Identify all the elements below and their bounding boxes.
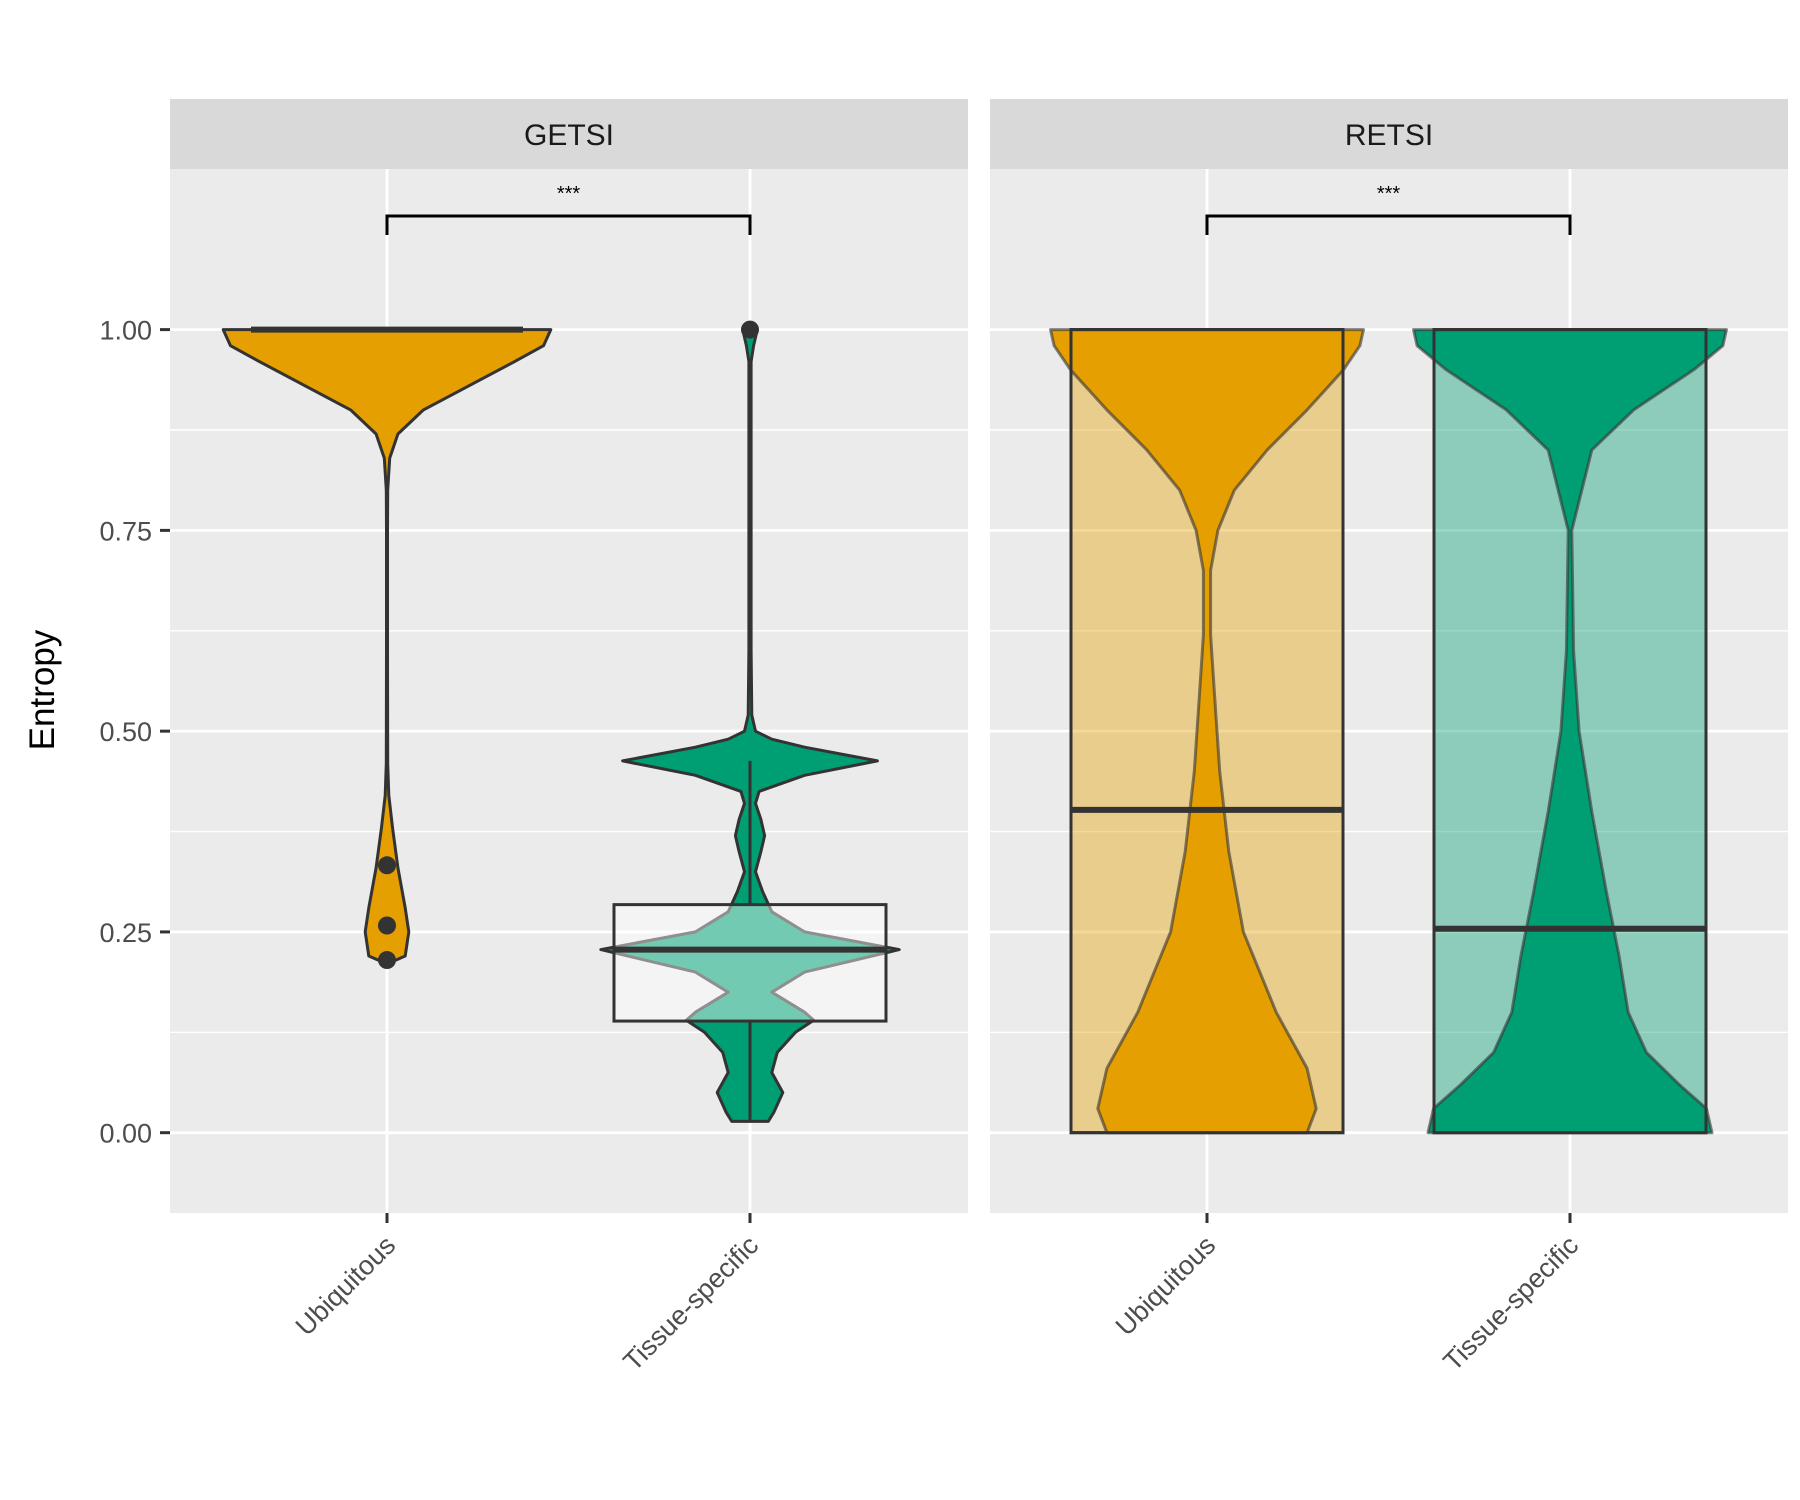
- panel-retsi: RETSI Ubiquitous Tissue-specific ***: [990, 99, 1788, 1377]
- y-tick-label: 0.75: [99, 516, 152, 546]
- significance-bracket: [385, 214, 752, 235]
- outlier-point: [378, 916, 396, 935]
- significance-label: ***: [1377, 183, 1401, 205]
- strip-background: [170, 99, 968, 169]
- violin: [221, 328, 553, 962]
- violin: [1049, 328, 1365, 1135]
- strip-label: GETSI: [524, 119, 614, 152]
- box-outline: [1432, 328, 1708, 1135]
- y-tick-label: 1.00: [99, 316, 152, 346]
- y-axis: 0.00 0.25 0.50 0.75 1.00: [99, 316, 170, 1149]
- box: [612, 903, 888, 1023]
- group-tissue-specific: Tissue-specific: [1412, 328, 1728, 1377]
- panel-getsi: GETSI Ubiquitous Tissue-specific ***: [170, 99, 968, 1377]
- strip-label: RETSI: [1345, 119, 1433, 152]
- box-outline: [1069, 328, 1345, 1135]
- outlier-point: [378, 951, 396, 970]
- y-tick-label: 0.00: [99, 1119, 152, 1149]
- y-tick-label: 0.50: [99, 717, 152, 747]
- x-tick-label: Ubiquitous: [1110, 1230, 1221, 1341]
- significance-bracket: [1205, 214, 1572, 235]
- strip-background: [990, 99, 1788, 169]
- outlier-point: [741, 320, 759, 339]
- significance-label: ***: [557, 183, 581, 205]
- outlier-point: [378, 856, 396, 875]
- violin: [1412, 328, 1728, 1135]
- x-tick-label: Tissue-specific: [1437, 1230, 1584, 1377]
- panel-background: [170, 169, 968, 1213]
- x-tick-label: Ubiquitous: [290, 1230, 401, 1341]
- y-axis-title: Entropy: [23, 629, 62, 750]
- panels-layer: GETSI Ubiquitous Tissue-specific *** RETSI Ub…: [170, 99, 1788, 1377]
- x-tick-label: Tissue-specific: [617, 1230, 764, 1377]
- group-ubiquitous: Ubiquitous: [1049, 328, 1365, 1341]
- y-tick-label: 0.25: [99, 918, 152, 948]
